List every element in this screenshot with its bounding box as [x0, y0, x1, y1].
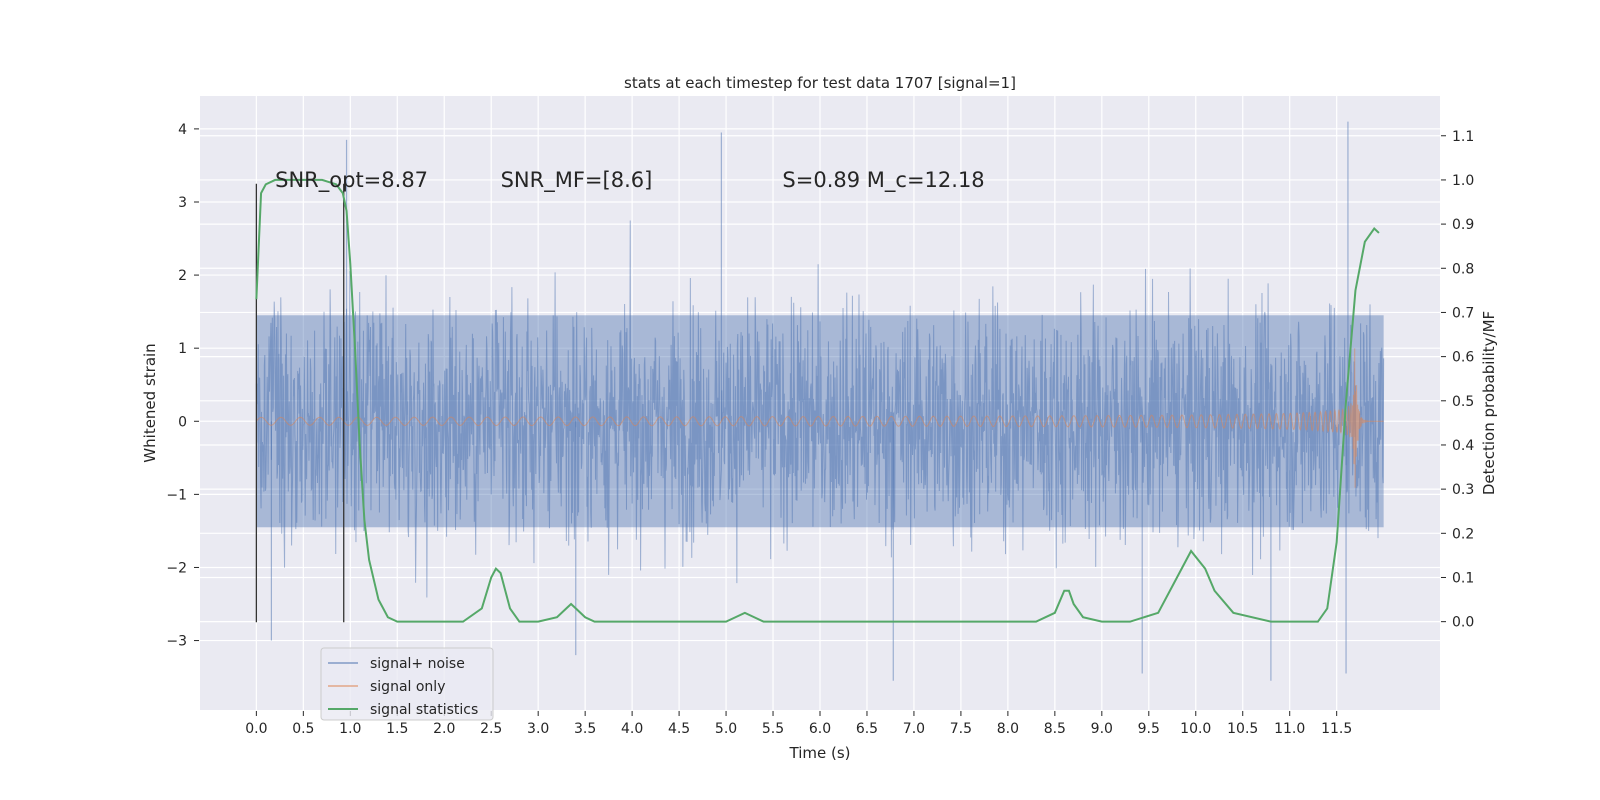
- annotation-text: SNR_MF=[8.6]: [501, 168, 653, 193]
- y-tick-label: −3: [166, 634, 187, 650]
- signal-noise-series: [255, 121, 1385, 681]
- y-tick-label: 4: [178, 122, 187, 138]
- x-tick-label: 11.0: [1274, 721, 1305, 737]
- x-tick-label: 3.5: [574, 721, 596, 737]
- x-tick-label: 7.0: [903, 721, 925, 737]
- vertical-marker-lines: [255, 183, 345, 623]
- y-right-tick-label: 0.8: [1452, 261, 1474, 277]
- y-right-tick-label: 0.7: [1452, 305, 1474, 321]
- signal-statistics-line: [255, 178, 1380, 623]
- x-tick-label: 0.0: [245, 721, 267, 737]
- x-tick-label: 11.5: [1321, 721, 1352, 737]
- y-right-tick-label: 1.0: [1452, 173, 1474, 189]
- axes: 0.0 0.5 1.0 1.5 2.0 2.5 3.0 3.5 4.0 4.5 5.0 5.5 6.0 6…: [166, 122, 1474, 737]
- legend-label-signal-noise: signal+ noise: [370, 656, 465, 672]
- x-tick-label: 4.5: [668, 721, 690, 737]
- x-tick-label: 8.5: [1044, 721, 1066, 737]
- y-right-tick-label: 0.0: [1452, 615, 1474, 631]
- legend-label-signal-only: signal only: [370, 679, 445, 695]
- y-tick-label: 0: [178, 414, 187, 430]
- x-tick-label: 0.5: [292, 721, 314, 737]
- x-tick-label: 9.0: [1091, 721, 1113, 737]
- y-right-tick-label: 0.1: [1452, 570, 1474, 586]
- x-tick-label: 1.0: [339, 721, 361, 737]
- x-tick-label: 8.0: [997, 721, 1019, 737]
- x-tick-label: 7.5: [950, 721, 972, 737]
- y-right-tick-label: 0.2: [1452, 526, 1474, 542]
- annotation-text: SNR_opt=8.87: [275, 168, 428, 193]
- y-tick-label: −2: [166, 560, 187, 576]
- signal-noise-line: [255, 220, 1385, 598]
- y-axis-label: Whitened strain: [141, 343, 159, 462]
- legend-label-signal-statistics: signal statistics: [370, 702, 478, 718]
- annotation-text: S=0.89 M_c=12.18: [782, 168, 984, 193]
- y-right-tick-label: 0.6: [1452, 350, 1474, 366]
- x-tick-label: 6.0: [809, 721, 831, 737]
- signal-only-line: [255, 348, 1384, 488]
- y-right-tick-label: 0.4: [1452, 438, 1474, 454]
- y-right-tick-label: 0.3: [1452, 482, 1474, 498]
- y-tick-label: 2: [178, 268, 187, 284]
- x-tick-label: 4.0: [621, 721, 643, 737]
- chart-title: stats at each timestep for test data 170…: [624, 74, 1016, 92]
- signal-statistics-series: [255, 178, 1380, 623]
- legend: signal+ noise signal only signal statist…: [320, 647, 494, 721]
- y-axis-label-right: Detection probability/MF: [1480, 311, 1498, 495]
- x-axis-label: Time (s): [789, 744, 851, 762]
- x-tick-label: 2.5: [480, 721, 502, 737]
- y-right-tick-label: 1.1: [1452, 129, 1474, 145]
- legend-box: [320, 647, 494, 721]
- x-tick-label: 5.0: [715, 721, 737, 737]
- y-right-tick-label: 0.5: [1452, 394, 1474, 410]
- annotations: SNR_opt=8.87 SNR_MF=[8.6] S=0.89 M_c=12.18: [275, 168, 985, 193]
- signal-noise-dense-band: [256, 315, 1384, 528]
- x-tick-label: 5.5: [762, 721, 784, 737]
- x-tick-label: 10.0: [1180, 721, 1211, 737]
- x-tick-label: 2.0: [433, 721, 455, 737]
- signal-only-series: [255, 348, 1384, 488]
- x-tick-label: 10.5: [1227, 721, 1258, 737]
- x-tick-label: 1.5: [386, 721, 408, 737]
- x-tick-label: 6.5: [856, 721, 878, 737]
- x-tick-label: 9.5: [1138, 721, 1160, 737]
- x-tick-label: 3.0: [527, 721, 549, 737]
- y-tick-label: 1: [178, 341, 187, 357]
- y-tick-label: −1: [166, 487, 187, 503]
- y-right-tick-label: 0.9: [1452, 217, 1474, 233]
- y-tick-label: 3: [178, 195, 187, 211]
